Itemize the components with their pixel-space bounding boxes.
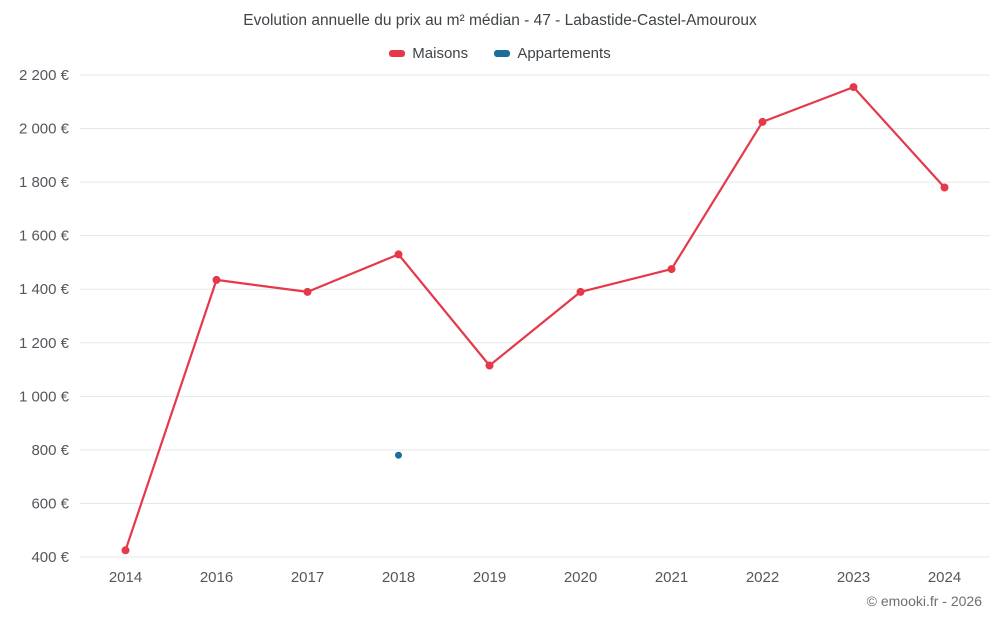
data-point-maisons[interactable] <box>758 117 767 126</box>
x-tick-label: 2019 <box>473 569 506 586</box>
legend-marker-maisons-icon <box>389 50 406 57</box>
chart-title: Evolution annuelle du prix au m² médian … <box>243 12 757 29</box>
data-point-maisons[interactable] <box>394 250 403 259</box>
x-tick-label: 2022 <box>746 569 779 586</box>
x-tick-label: 2021 <box>655 569 688 586</box>
x-tick-label: 2024 <box>928 569 961 586</box>
x-tick-label: 2017 <box>291 569 324 586</box>
legend-label-appartements: Appartements <box>517 45 611 62</box>
y-tick-label: 2 200 € <box>19 67 70 84</box>
data-point-maisons[interactable] <box>940 183 949 192</box>
legend: Maisons Appartements <box>0 44 1000 62</box>
y-tick-label: 1 200 € <box>19 335 70 352</box>
data-point-maisons[interactable] <box>485 361 494 370</box>
legend-item-appartements[interactable]: Appartements <box>494 45 611 62</box>
y-tick-label: 400 € <box>31 549 69 566</box>
legend-marker-appartements-icon <box>494 50 511 57</box>
data-point-maisons[interactable] <box>212 275 221 284</box>
x-tick-label: 2023 <box>837 569 870 586</box>
data-point-maisons[interactable] <box>667 265 676 274</box>
legend-label-maisons: Maisons <box>412 45 469 62</box>
data-point-maisons[interactable] <box>121 546 130 555</box>
legend-item-maisons[interactable]: Maisons <box>389 45 468 62</box>
y-tick-label: 1 800 € <box>19 174 70 191</box>
y-tick-label: 1 600 € <box>19 228 70 245</box>
y-tick-label: 1 000 € <box>19 388 70 405</box>
data-point-appartements[interactable] <box>395 451 402 459</box>
copyright-footer: © emooki.fr - 2026 <box>866 593 982 609</box>
x-tick-label: 2018 <box>382 569 415 586</box>
y-tick-label: 600 € <box>31 495 69 512</box>
data-point-maisons[interactable] <box>303 287 312 296</box>
data-point-maisons[interactable] <box>849 83 858 92</box>
y-tick-label: 2 000 € <box>19 121 70 138</box>
data-point-maisons[interactable] <box>576 287 585 296</box>
series-line-maisons <box>124 86 946 552</box>
y-tick-label: 1 400 € <box>19 281 70 298</box>
x-tick-label: 2014 <box>109 569 142 586</box>
x-tick-label: 2020 <box>564 569 597 586</box>
x-tick-label: 2016 <box>200 569 233 586</box>
y-tick-label: 800 € <box>31 442 69 459</box>
